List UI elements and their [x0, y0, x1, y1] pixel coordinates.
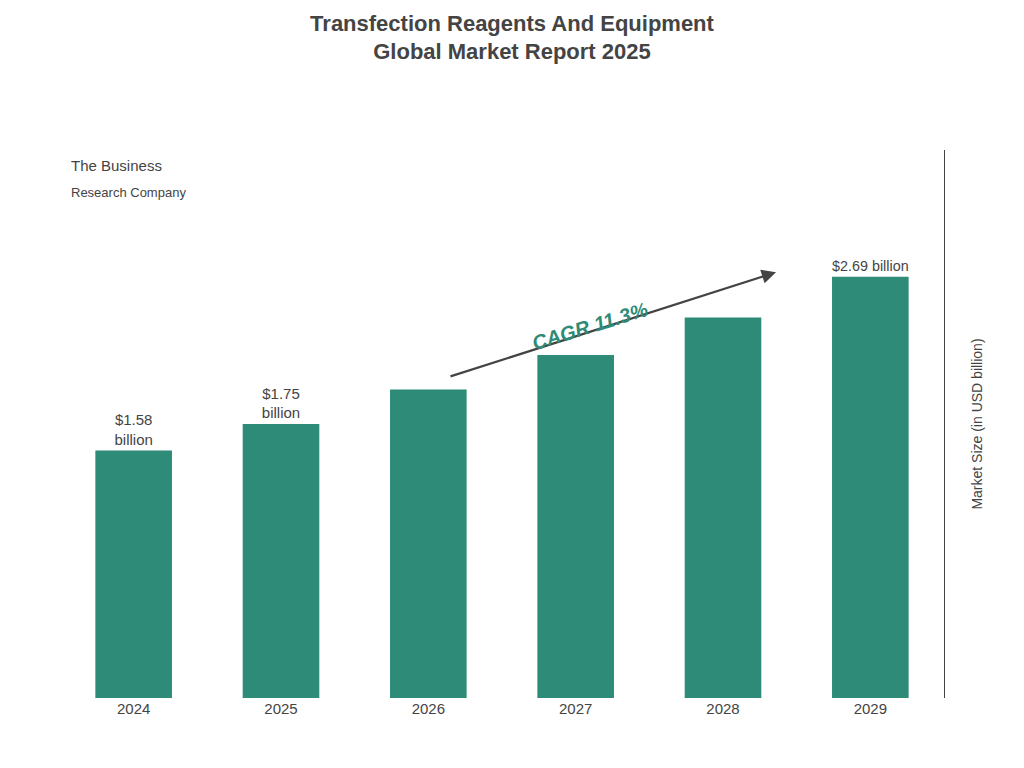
- svg-text:Transfection Reagents And Equi: Transfection Reagents And EquipmentGloba…: [310, 11, 714, 65]
- svg-text:$2.69 billion: $2.69 billion: [832, 258, 909, 274]
- svg-text:2025: 2025: [264, 700, 297, 717]
- svg-text:2027: 2027: [559, 700, 592, 717]
- svg-text:2028: 2028: [706, 700, 739, 717]
- svg-text:The Business: The Business: [71, 157, 162, 174]
- svg-text:$1.58billion: $1.58billion: [114, 411, 152, 448]
- svg-text:Research Company: Research Company: [71, 185, 186, 200]
- svg-text:2024: 2024: [117, 700, 150, 717]
- svg-text:Market Size (in USD billion): Market Size (in USD billion): [969, 338, 985, 509]
- svg-text:$1.75billion: $1.75billion: [262, 385, 300, 422]
- svg-text:2029: 2029: [854, 700, 887, 717]
- svg-text:CAGR 11.3%: CAGR 11.3%: [529, 298, 650, 354]
- svg-text:2026: 2026: [412, 700, 445, 717]
